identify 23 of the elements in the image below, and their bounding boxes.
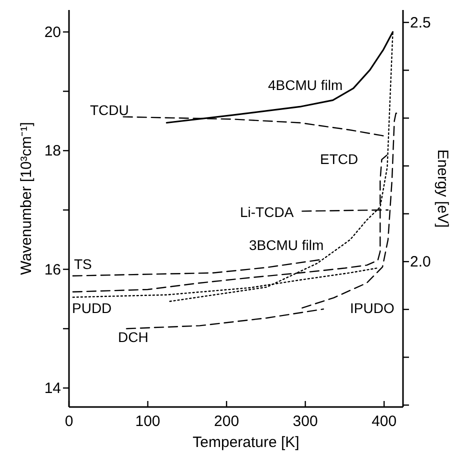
- x-tick-label: 200: [214, 413, 240, 430]
- y2-axis-title: Energy [eV]: [434, 149, 451, 228]
- series-label: 3BCMU film: [249, 237, 324, 253]
- x-tick-label: 100: [135, 413, 160, 430]
- series-label: TS: [74, 256, 92, 272]
- y-tick-label: 20: [44, 24, 61, 41]
- series-label: ETCD: [320, 151, 358, 167]
- series-label: 4BCMU film: [268, 77, 343, 93]
- series-label: Li-TCDA: [240, 204, 294, 220]
- x-axis-title: Temperature [K]: [192, 434, 300, 451]
- y-tick-label: 16: [44, 261, 61, 278]
- series-label: PUDD: [72, 300, 112, 316]
- series-label: TCDU: [90, 102, 129, 118]
- y-tick-label: 18: [44, 142, 61, 160]
- y2-tick-label: 2.0: [410, 254, 431, 271]
- series-label: DCH: [118, 329, 148, 345]
- series-label: IPUDO: [350, 300, 394, 316]
- y-axis-title: Wavenumber [10³cm⁻¹]: [18, 122, 35, 275]
- x-tick-label: 400: [372, 413, 397, 430]
- x-tick-label: 0: [64, 413, 74, 430]
- x-tick-label: 300: [292, 413, 318, 430]
- y2-tick-label: 2.5: [410, 14, 431, 32]
- y-tick-label: 14: [44, 380, 61, 398]
